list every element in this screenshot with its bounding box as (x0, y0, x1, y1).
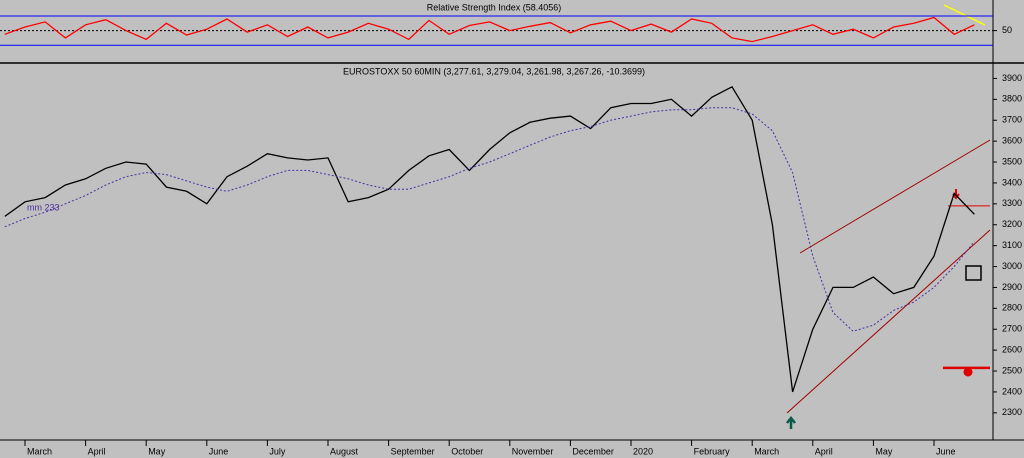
x-tick-label: August (330, 446, 359, 456)
x-tick-label: April (88, 446, 106, 456)
channel-upper (799, 139, 991, 254)
x-tick-label: December (572, 446, 614, 456)
x-tick-label: October (451, 446, 483, 456)
x-tick-label: February (694, 446, 731, 456)
series-line (4, 107, 975, 332)
x-tick-label: April (815, 446, 833, 456)
series-line (4, 85, 975, 393)
rsi-trendline (943, 4, 986, 26)
x-tick-label: November (512, 446, 554, 456)
x-tick-label: 2020 (633, 446, 653, 456)
y-tick-label: 2300 (1002, 407, 1022, 417)
y-tick-label: 2800 (1002, 303, 1022, 313)
y-tick-label: 3600 (1002, 136, 1022, 146)
buy-arrow (786, 415, 796, 429)
y-tick-label: 3300 (1002, 198, 1022, 208)
channel-lower (786, 229, 991, 414)
y-tick-label: 3900 (1002, 73, 1022, 83)
y-tick-label: 2600 (1002, 345, 1022, 355)
y-tick-label: 2900 (1002, 282, 1022, 292)
y-tick-label: 50 (1002, 25, 1012, 35)
y-tick-label: 3800 (1002, 94, 1022, 104)
dot-marker (963, 367, 973, 377)
y-tick-label: 2700 (1002, 324, 1022, 334)
x-tick-label: June (936, 446, 956, 456)
y-tick-label: 3200 (1002, 219, 1022, 229)
y-tick-label: 2400 (1002, 386, 1022, 396)
y-tick-label: 3400 (1002, 177, 1022, 187)
price-title: EUROSTOXX 50 60MIN (3,277.61, 3,279.04, … (343, 66, 645, 76)
x-tick-label: May (148, 446, 166, 456)
y-tick-label: 3100 (1002, 240, 1022, 250)
ma-label: mm 233 (27, 202, 60, 212)
x-tick-label: March (754, 446, 779, 456)
series-line (4, 16, 975, 43)
rsi-title: Relative Strength Index (58.4056) (427, 2, 562, 12)
x-tick-label: September (391, 446, 435, 456)
x-tick-label: July (269, 446, 286, 456)
y-tick-label: 3000 (1002, 261, 1022, 271)
x-tick-label: May (875, 446, 893, 456)
y-tick-label: 3700 (1002, 115, 1022, 125)
x-tick-label: March (27, 446, 52, 456)
box-marker (965, 265, 982, 281)
x-tick-label: June (209, 446, 229, 456)
y-tick-label: 2500 (1002, 365, 1022, 375)
y-tick-label: 3500 (1002, 156, 1022, 166)
